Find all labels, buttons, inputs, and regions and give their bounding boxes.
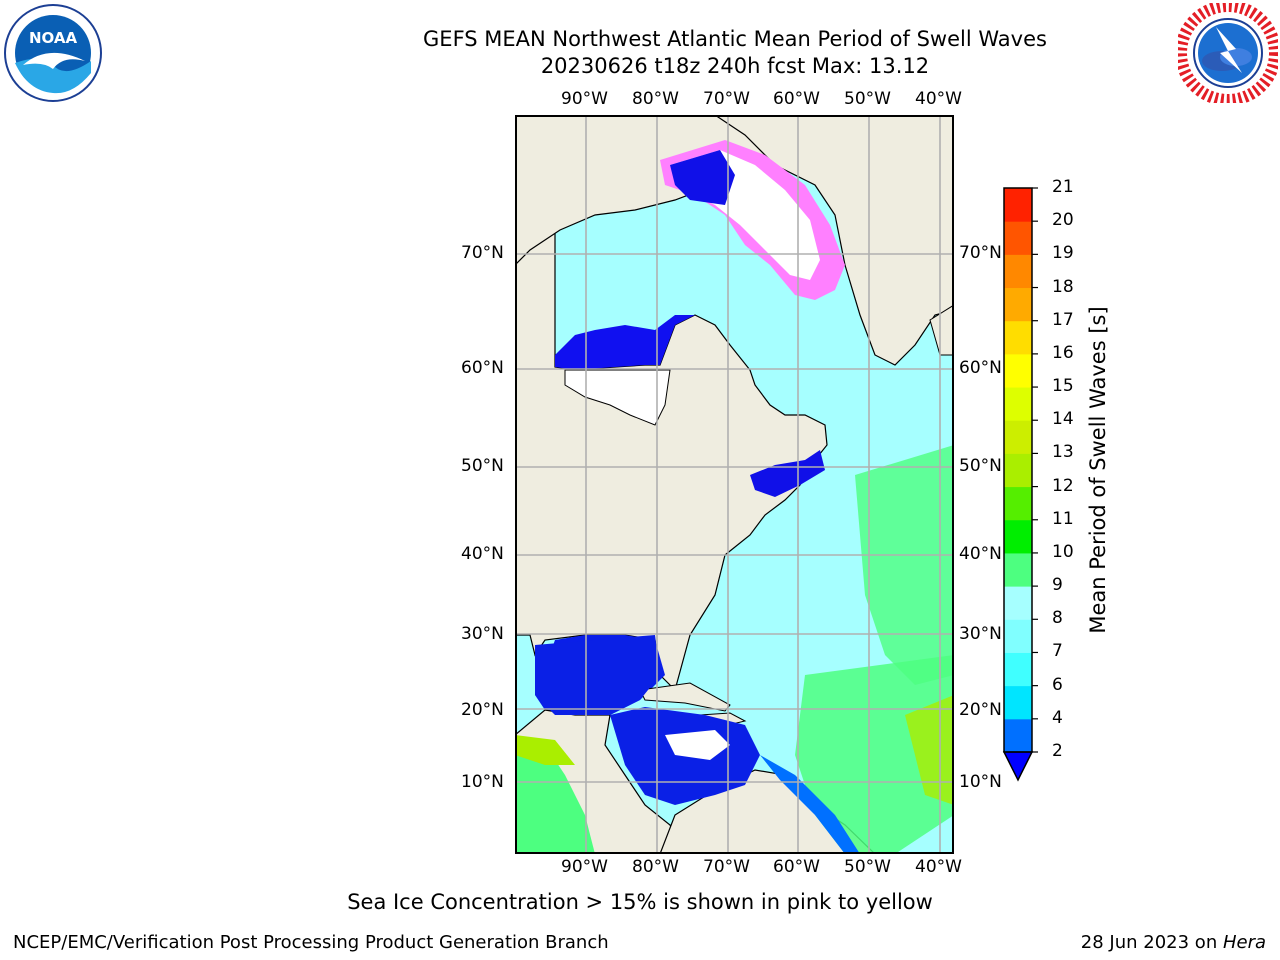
map-panel xyxy=(514,114,955,855)
colorbar-tick-label: 10 xyxy=(1052,541,1074,562)
lat-label: 60°N xyxy=(959,358,1002,378)
lat-label: 50°N xyxy=(959,456,1002,476)
nws-logo-icon xyxy=(1175,0,1280,106)
lat-label: 30°N xyxy=(959,624,1002,644)
colorbar-tick-label: 8 xyxy=(1052,608,1063,629)
colorbar-segment xyxy=(1004,221,1032,255)
colorbar-segment xyxy=(1004,320,1032,355)
colorbar-tick-label: 15 xyxy=(1052,376,1074,397)
colorbar-segment xyxy=(1004,519,1032,554)
colorbar-segment xyxy=(1004,420,1032,454)
colorbar-tick-label: 7 xyxy=(1052,641,1063,662)
lon-label: 90°W xyxy=(561,89,608,109)
lon-label: 70°W xyxy=(703,89,750,109)
colorbar-extend-arrow xyxy=(1002,751,1034,782)
colorbar-segment xyxy=(1004,188,1032,222)
lat-label: 60°N xyxy=(461,358,504,378)
lat-label: 10°N xyxy=(461,772,504,792)
lon-label: 60°W xyxy=(773,857,820,877)
lat-label: 50°N xyxy=(461,456,504,476)
colorbar-segment xyxy=(1004,387,1032,421)
colorbar-segment xyxy=(1004,453,1032,488)
colorbar-label: Mean Period of Swell Waves [s] xyxy=(1086,306,1110,634)
colorbar-tick-label: 13 xyxy=(1052,442,1074,463)
lon-label: 50°W xyxy=(844,857,891,877)
colorbar-tick-label: 11 xyxy=(1052,508,1074,529)
colorbar-tick-label: 18 xyxy=(1052,276,1074,297)
lon-label: 40°W xyxy=(915,89,962,109)
colorbar-svg xyxy=(1002,187,1038,782)
colorbar-segment xyxy=(1004,652,1032,687)
colorbar-tick-label: 14 xyxy=(1052,409,1074,430)
lat-label: 30°N xyxy=(461,624,504,644)
colorbar-tick-label: 4 xyxy=(1052,707,1063,728)
lon-label: 90°W xyxy=(561,857,608,877)
colorbar-segment xyxy=(1004,254,1032,289)
lat-label: 10°N xyxy=(959,772,1002,792)
colorbar-tick-label: 6 xyxy=(1052,674,1063,695)
colorbar-tick-label: 16 xyxy=(1052,342,1074,363)
lon-label: 40°W xyxy=(915,857,962,877)
lon-label: 60°W xyxy=(773,89,820,109)
map-gridlines xyxy=(515,115,954,854)
colorbar-tick-label: 20 xyxy=(1052,210,1074,231)
lon-label: 50°W xyxy=(844,89,891,109)
lat-label: 70°N xyxy=(959,243,1002,263)
lat-label: 20°N xyxy=(461,700,504,720)
colorbar-segment xyxy=(1004,586,1032,620)
colorbar-tick-label: 19 xyxy=(1052,243,1074,264)
caption: Sea Ice Concentration > 15% is shown in … xyxy=(347,890,933,914)
lon-label: 80°W xyxy=(632,89,679,109)
lon-label: 70°W xyxy=(703,857,750,877)
colorbar-segment xyxy=(1004,552,1032,587)
lat-label: 40°N xyxy=(461,544,504,564)
colorbar-tick-label: 21 xyxy=(1052,177,1074,197)
lat-label: 70°N xyxy=(461,243,504,263)
noaa-logo-icon: NOAA xyxy=(3,3,103,103)
map-svg xyxy=(514,114,955,855)
svg-text:NOAA: NOAA xyxy=(29,29,78,47)
colorbar-tick-label: 12 xyxy=(1052,475,1074,496)
colorbar-tick-label: 2 xyxy=(1052,741,1063,761)
colorbar-segment xyxy=(1004,486,1032,521)
colorbar-segment xyxy=(1004,619,1032,653)
footer-machine: Hera xyxy=(1222,932,1266,953)
footer-credit: NCEP/EMC/Verification Post Processing Pr… xyxy=(13,932,609,953)
lat-label: 40°N xyxy=(959,544,1002,564)
colorbar-tick-label: 9 xyxy=(1052,575,1063,596)
chart-subtitle: 20230626 t18z 240h fcst Max: 13.12 xyxy=(540,54,930,78)
colorbar-tick-label: 17 xyxy=(1052,309,1074,330)
colorbar-segment xyxy=(1004,287,1032,322)
colorbar-segment xyxy=(1004,353,1032,388)
colorbar xyxy=(1000,186,1040,786)
colorbar-segment xyxy=(1004,685,1032,720)
colorbar-segment xyxy=(1004,718,1032,753)
footer-date-text: 28 Jun 2023 on xyxy=(1080,932,1223,953)
lat-label: 20°N xyxy=(959,700,1002,720)
lon-label: 80°W xyxy=(632,857,679,877)
chart-title: GEFS MEAN Northwest Atlantic Mean Period… xyxy=(423,27,1047,51)
footer-date: 28 Jun 2023 on Hera xyxy=(1081,932,1266,953)
